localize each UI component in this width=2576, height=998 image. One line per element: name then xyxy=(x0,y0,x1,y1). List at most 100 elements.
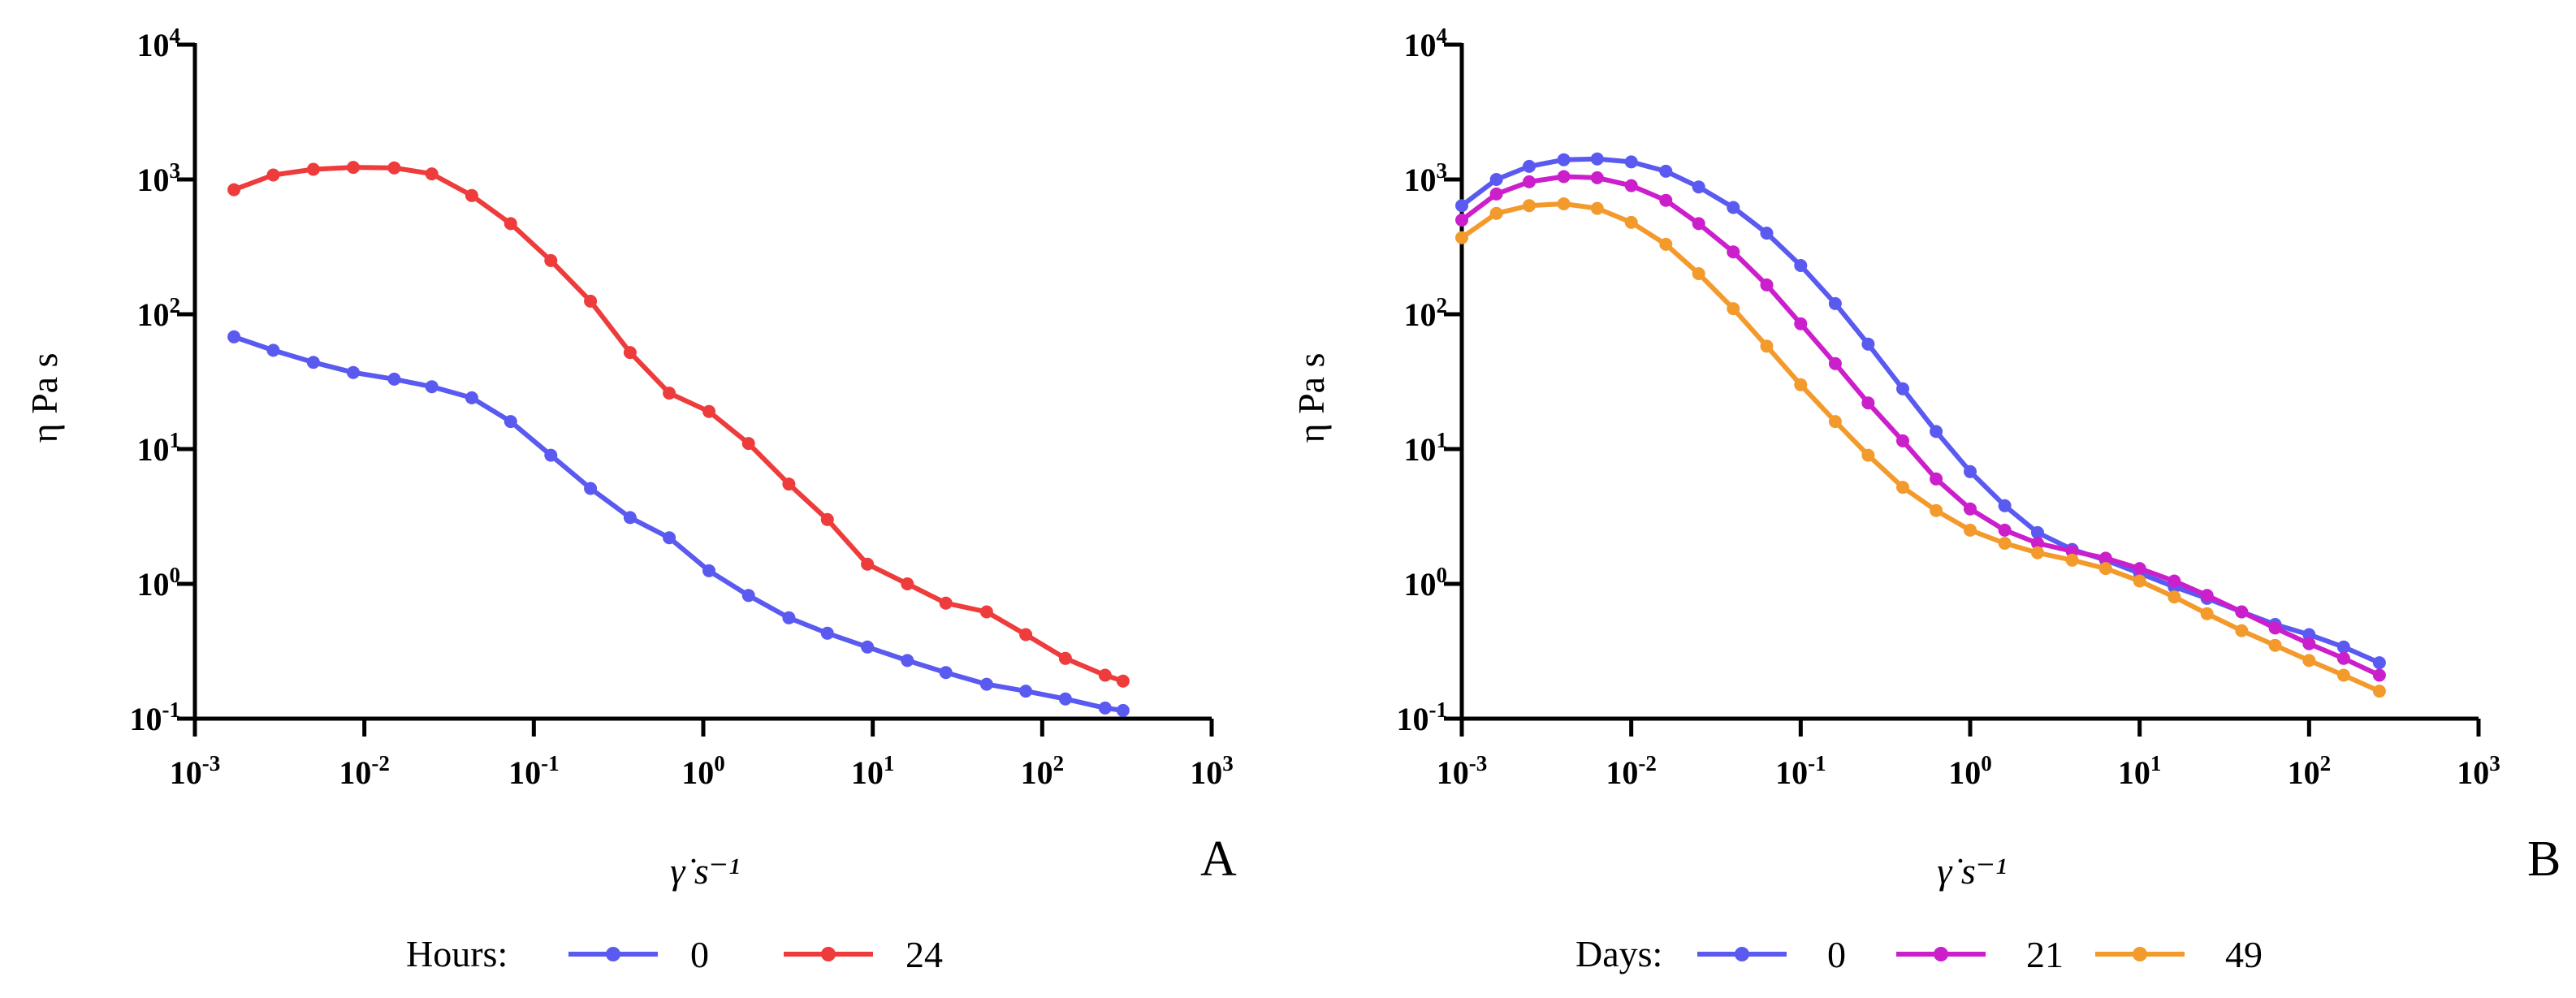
panel-b-ylabel: η Pa s xyxy=(1290,353,1332,443)
data-point xyxy=(901,654,914,667)
data-point xyxy=(1019,628,1033,642)
y-tick-label: 103 xyxy=(1404,158,1448,198)
data-point xyxy=(1058,692,1072,706)
data-point xyxy=(347,161,360,175)
panel-b-legend: Days: 0 21 49 xyxy=(1575,933,2263,975)
panel-b-x-ticks: 10-3 10-2 10-1 100 101 102 103 xyxy=(1437,719,2500,791)
data-point xyxy=(979,677,993,691)
data-point xyxy=(1489,206,1503,220)
data-point xyxy=(1557,197,1571,210)
x-tick-label: 102 xyxy=(2288,751,2332,791)
x-tick-label: 10-1 xyxy=(1775,751,1826,791)
x-tick-label: 103 xyxy=(2457,751,2500,791)
data-point xyxy=(2098,551,2112,565)
data-point xyxy=(425,380,439,394)
data-point xyxy=(663,531,676,545)
data-point xyxy=(584,294,598,308)
data-point xyxy=(544,448,558,462)
y-tick-label: 104 xyxy=(137,24,181,63)
data-point xyxy=(227,330,241,343)
legend-item: 24 xyxy=(784,934,943,975)
data-point xyxy=(1557,153,1571,166)
data-point xyxy=(1692,217,1705,231)
legend-label: 24 xyxy=(905,934,943,975)
data-point xyxy=(1727,245,1740,259)
data-point xyxy=(2065,553,2079,567)
legend-swatch-marker xyxy=(1735,947,1749,961)
data-point xyxy=(1624,215,1638,229)
panel-a-xlabel: γ̇ s⁻¹ xyxy=(670,850,740,892)
x-tick-label: 10-3 xyxy=(1437,751,1488,791)
data-point xyxy=(2098,562,2112,576)
data-point xyxy=(1964,464,1977,478)
data-point xyxy=(820,512,834,526)
data-point xyxy=(2065,544,2079,558)
data-point xyxy=(2372,668,2386,682)
data-point xyxy=(2302,654,2316,667)
data-point xyxy=(465,188,478,202)
x-tick-label: 101 xyxy=(2118,751,2162,791)
data-point xyxy=(1896,382,1909,395)
data-point xyxy=(425,167,439,181)
legend-swatch-marker xyxy=(1934,947,1948,961)
data-point xyxy=(1659,237,1673,251)
data-point xyxy=(782,611,796,624)
data-point xyxy=(1828,415,1842,429)
data-point xyxy=(584,482,598,495)
x-tick-label: 100 xyxy=(681,751,725,791)
panel-a-series xyxy=(227,161,1130,717)
data-point xyxy=(939,666,953,680)
data-point xyxy=(702,404,715,418)
data-point xyxy=(1523,175,1536,188)
data-point xyxy=(1098,668,1112,682)
data-point xyxy=(2200,607,2214,620)
data-point xyxy=(1998,523,2012,537)
y-tick-label: 104 xyxy=(1404,24,1448,63)
data-point xyxy=(1896,481,1909,495)
data-point xyxy=(2372,685,2386,698)
panel-b-series xyxy=(1455,152,2386,698)
series-line xyxy=(1460,156,2381,665)
data-point xyxy=(2168,590,2181,604)
data-point xyxy=(2268,638,2282,652)
data-point xyxy=(1019,685,1033,698)
data-point xyxy=(861,557,875,571)
data-point xyxy=(2133,562,2146,576)
panel-b-letter: B xyxy=(2527,832,2561,887)
y-tick-label: 103 xyxy=(137,158,181,198)
data-point xyxy=(2372,656,2386,670)
y-tick-label: 100 xyxy=(137,563,181,603)
x-tick-label: 10-2 xyxy=(1606,751,1656,791)
legend-label: 21 xyxy=(2026,934,2064,975)
legend-label: 0 xyxy=(690,934,709,975)
data-point xyxy=(2268,621,2282,635)
data-point xyxy=(227,183,241,197)
data-point xyxy=(387,372,401,386)
data-point xyxy=(1998,537,2012,550)
series-24 xyxy=(227,161,1130,688)
data-point xyxy=(1861,337,1875,351)
data-point xyxy=(1489,187,1503,201)
legend-label: 0 xyxy=(1827,934,1846,975)
data-point xyxy=(1998,499,2012,512)
data-point xyxy=(1692,180,1705,194)
x-tick-label: 101 xyxy=(851,751,895,791)
data-point xyxy=(2336,651,2350,665)
legend-item: 49 xyxy=(2095,934,2263,975)
data-point xyxy=(2168,574,2181,588)
data-point xyxy=(623,511,637,525)
data-point xyxy=(1590,201,1604,215)
panel-b-axes xyxy=(1459,43,2479,721)
data-point xyxy=(2031,537,2044,550)
data-point xyxy=(465,391,478,404)
legend-item: 21 xyxy=(1896,934,2064,975)
y-tick-label: 101 xyxy=(137,428,181,468)
data-point xyxy=(1727,201,1740,214)
data-point xyxy=(1058,651,1072,665)
data-point xyxy=(1828,356,1842,370)
panel-b-y-ticks: 10-1 100 101 102 103 104 xyxy=(1397,24,1462,737)
data-point xyxy=(1930,503,1943,517)
data-point xyxy=(820,626,834,640)
data-point xyxy=(1659,193,1673,207)
legend-swatch-marker xyxy=(606,947,620,961)
